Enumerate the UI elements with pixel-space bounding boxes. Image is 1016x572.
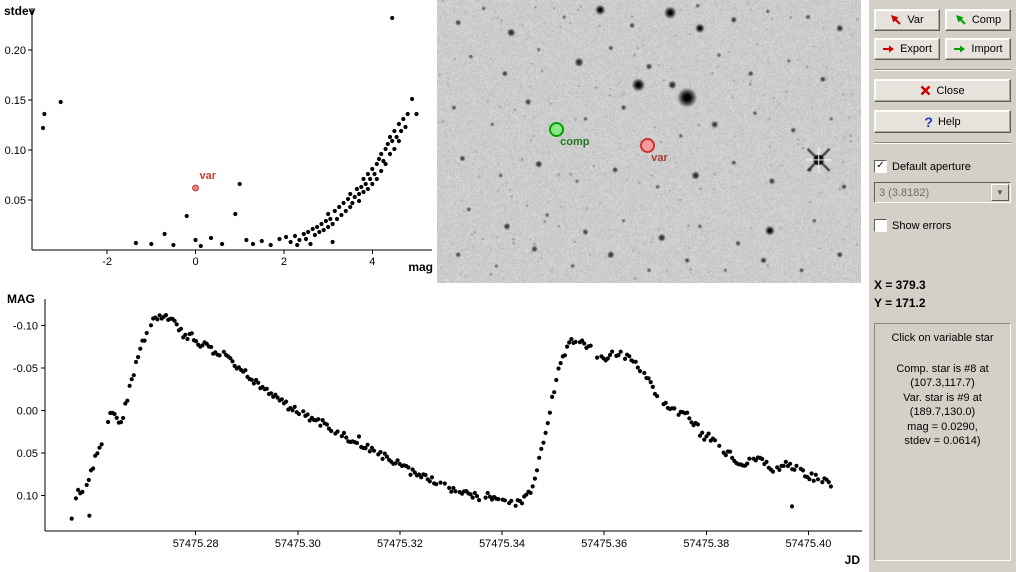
svg-text:var: var (200, 170, 217, 182)
show-errors-label: Show errors (892, 219, 952, 232)
show-errors-checkbox[interactable]: Show errors (874, 219, 1011, 232)
var-button[interactable]: Var (874, 9, 940, 31)
var-button-label: Var (907, 14, 924, 26)
var-arrow-icon (890, 14, 902, 26)
svg-text:57475.38: 57475.38 (683, 538, 729, 550)
export-button[interactable]: Export (874, 38, 940, 60)
svg-text:57475.32: 57475.32 (377, 538, 423, 550)
close-button[interactable]: Close (874, 79, 1011, 102)
svg-text:0.00: 0.00 (17, 405, 38, 417)
info-line: mag = 0.0290, (907, 420, 978, 433)
help-button[interactable]: ? Help (874, 110, 1011, 133)
info-line: Var. star is #9 at (903, 391, 982, 404)
comp-button-label: Comp (971, 14, 1002, 26)
svg-text:0: 0 (192, 256, 198, 268)
svg-text:stdev: stdev (4, 4, 36, 18)
svg-text:57475.40: 57475.40 (785, 538, 831, 550)
var-star-label: var (651, 151, 668, 164)
separator (874, 142, 1011, 144)
lightcurve-plot[interactable]: -0.10 -0.05 0.00 0.05 0.10 57475.28 57475.30 57… (0, 285, 868, 572)
svg-text:57475.28: 57475.28 (173, 538, 219, 550)
info-line: (189.7,130.0) (909, 406, 976, 418)
check-icon: ✓ (876, 159, 885, 171)
svg-text:0.20: 0.20 (5, 45, 26, 57)
default-aperture-checkbox[interactable]: ✓ Default aperture (874, 160, 1011, 173)
comp-arrow-icon (955, 14, 967, 26)
close-button-label: Close (936, 84, 965, 97)
dropdown-arrow-icon: ▼ (991, 184, 1009, 201)
status-info-box: Click on variable star Comp. star is #8 … (874, 323, 1011, 561)
info-line: (107.3,117.7) (910, 377, 975, 389)
svg-text:0.10: 0.10 (17, 490, 38, 502)
svg-text:mag: mag (408, 260, 433, 274)
default-aperture-label: Default aperture (892, 160, 971, 173)
selection-button-grid: Var Comp Export Import (874, 9, 1011, 60)
export-arrow-icon (882, 44, 895, 54)
svg-text:0.15: 0.15 (5, 95, 26, 107)
checkbox-unchecked-icon (874, 219, 887, 232)
svg-text:MAG: MAG (7, 292, 35, 306)
svg-text:57475.36: 57475.36 (581, 538, 627, 550)
cursor-x-readout: X = 379.3 (874, 278, 926, 292)
info-line: Comp. star is #8 at (896, 362, 989, 375)
info-line: stdev = 0.0614) (904, 435, 981, 447)
export-button-label: Export (900, 43, 932, 55)
close-x-icon (920, 85, 931, 96)
control-panel: Var Comp Export Import (868, 0, 1016, 572)
aperture-selected-value: 3 (3.8182) (879, 186, 930, 199)
svg-text:0.10: 0.10 (5, 145, 26, 157)
comp-star-label: comp (560, 135, 590, 148)
svg-text:57475.30: 57475.30 (275, 538, 321, 550)
svg-text:57475.34: 57475.34 (479, 538, 525, 550)
star-field-view[interactable]: comp var (437, 0, 861, 283)
help-button-label: Help (937, 115, 961, 128)
import-button[interactable]: Import (945, 38, 1011, 60)
svg-text:-0.10: -0.10 (13, 320, 38, 332)
import-button-label: Import (971, 43, 1003, 55)
cursor-y-readout: Y = 171.2 (874, 296, 926, 310)
svg-text:-0.05: -0.05 (13, 363, 38, 375)
var-star-marker[interactable] (639, 138, 655, 154)
comp-star-marker[interactable] (548, 122, 564, 138)
import-arrow-icon (953, 44, 966, 54)
stdev-mag-plot[interactable]: 0.05 0.10 0.15 0.20 -2 0 2 4 stdev mag var (0, 0, 437, 285)
svg-text:0.05: 0.05 (17, 448, 38, 460)
separator (874, 69, 1011, 71)
svg-text:0.05: 0.05 (5, 195, 26, 207)
info-title: Click on variable star (891, 332, 994, 344)
svg-text:4: 4 (369, 256, 375, 268)
svg-text:-2: -2 (102, 256, 112, 268)
stdev-mag-plot-canvas[interactable]: 0.05 0.10 0.15 0.20 -2 0 2 4 stdev mag var (0, 0, 437, 285)
help-icon: ? (924, 113, 933, 130)
lightcurve-plot-canvas[interactable]: -0.10 -0.05 0.00 0.05 0.10 57475.28 57475.30 57… (0, 285, 868, 572)
comp-button[interactable]: Comp (945, 9, 1011, 31)
checkbox-checked-icon: ✓ (874, 160, 887, 173)
svg-text:2: 2 (281, 256, 287, 268)
aperture-select[interactable]: 3 (3.8182) ▼ (874, 182, 1011, 203)
svg-text:JD: JD (845, 553, 861, 567)
